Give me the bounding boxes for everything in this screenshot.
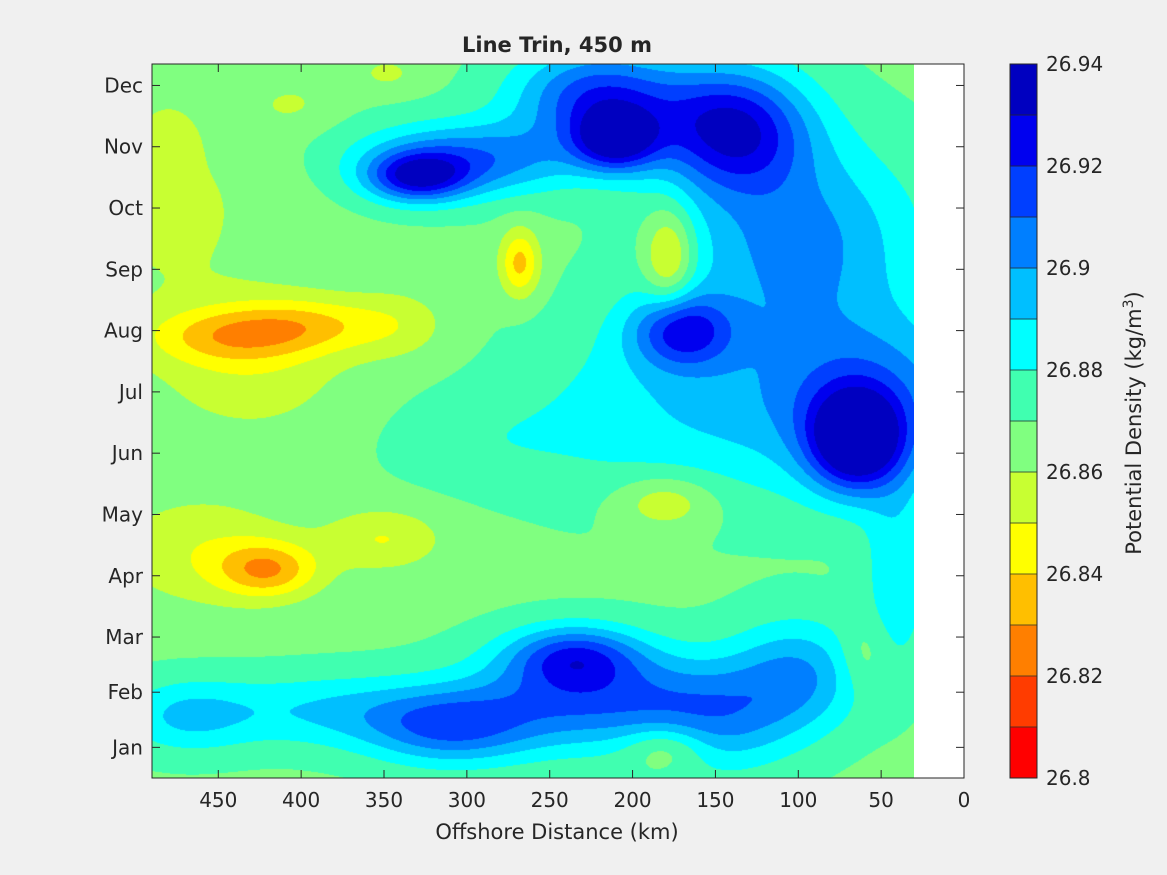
x-tick-label: 300 [448,788,486,812]
colorbar-swatch [1010,727,1037,779]
colorbar-swatches [1010,64,1037,779]
colorbar-tick-label: 26.88 [1046,358,1103,382]
colorbar-label-suffix: ) [1122,291,1146,299]
y-tick-label: Dec [104,73,143,97]
y-tick-label: Jul [117,380,143,404]
y-tick-label: Aug [104,319,143,343]
colorbar-tick-label: 26.9 [1046,256,1091,280]
colorbar-swatch [1010,64,1037,116]
chart-title: Line Trin, 450 m [462,33,652,57]
colorbar-swatch [1010,115,1037,167]
colorbar-tick-label: 26.86 [1046,460,1103,484]
colorbar-swatch [1010,421,1037,473]
colorbar: 26.8 26.82 26.84 26.86 26.88 26.9 26.92 26.94 P… [1009,52,1146,790]
y-tick-label: Jan [110,735,143,759]
colorbar-label-superscript: 3 [1121,299,1137,308]
colorbar-swatch [1010,472,1037,524]
colorbar-swatch [1010,676,1037,728]
y-tick-label: Jun [110,441,143,465]
y-tick-label: Feb [108,680,143,704]
y-axis-ticks: Jan Feb Mar Apr May Jun Jul Aug Sep Oct Nov Dec [102,73,964,759]
x-axis-label: Offshore Distance (km) [435,820,678,844]
colorbar-tick-label: 26.82 [1046,664,1103,688]
colorbar-tick-label: 26.8 [1046,766,1091,790]
colorbar-swatch [1010,166,1037,218]
density-contour-field [152,64,914,778]
axes-frame [151,63,965,779]
y-tick-label: Nov [104,135,143,159]
y-tick-label: May [102,502,144,526]
x-tick-label: 400 [282,788,320,812]
colorbar-tick-label: 26.92 [1046,154,1103,178]
x-tick-label: 450 [199,788,237,812]
x-tick-label: 200 [613,788,651,812]
colorbar-swatch [1010,574,1037,626]
y-tick-label: Mar [105,625,144,649]
x-tick-label: 250 [531,788,569,812]
colorbar-swatch [1010,625,1037,677]
colorbar-tick-label: 26.84 [1046,562,1103,586]
colorbar-swatch [1010,217,1037,269]
y-tick-label: Sep [105,257,143,281]
x-tick-label: 100 [779,788,817,812]
x-tick-label: 50 [868,788,893,812]
x-tick-label: 0 [958,788,971,812]
colorbar-tick-label: 26.94 [1046,52,1103,76]
x-axis-ticks: 450 400 350 300 250 200 150 100 50 0 [199,64,970,812]
colorbar-swatch [1010,370,1037,422]
contour-plot-area: 450 400 350 300 250 200 150 100 50 0 Jan Feb Mar Apr… [102,63,970,812]
colorbar-frame [1009,63,1038,779]
colorbar-swatch [1010,523,1037,575]
x-tick-label: 350 [365,788,403,812]
colorbar-ticks: 26.8 26.82 26.84 26.86 26.88 26.9 26.92 26.94 [1046,52,1103,790]
x-tick-label: 150 [696,788,734,812]
colorbar-swatch [1010,268,1037,320]
colorbar-swatch [1010,319,1037,371]
y-tick-label: Oct [108,196,143,220]
colorbar-label: Potential Density (kg/m3) [1121,291,1146,555]
colorbar-label-text: Potential Density (kg/m [1122,308,1146,554]
y-tick-label: Apr [108,564,143,588]
